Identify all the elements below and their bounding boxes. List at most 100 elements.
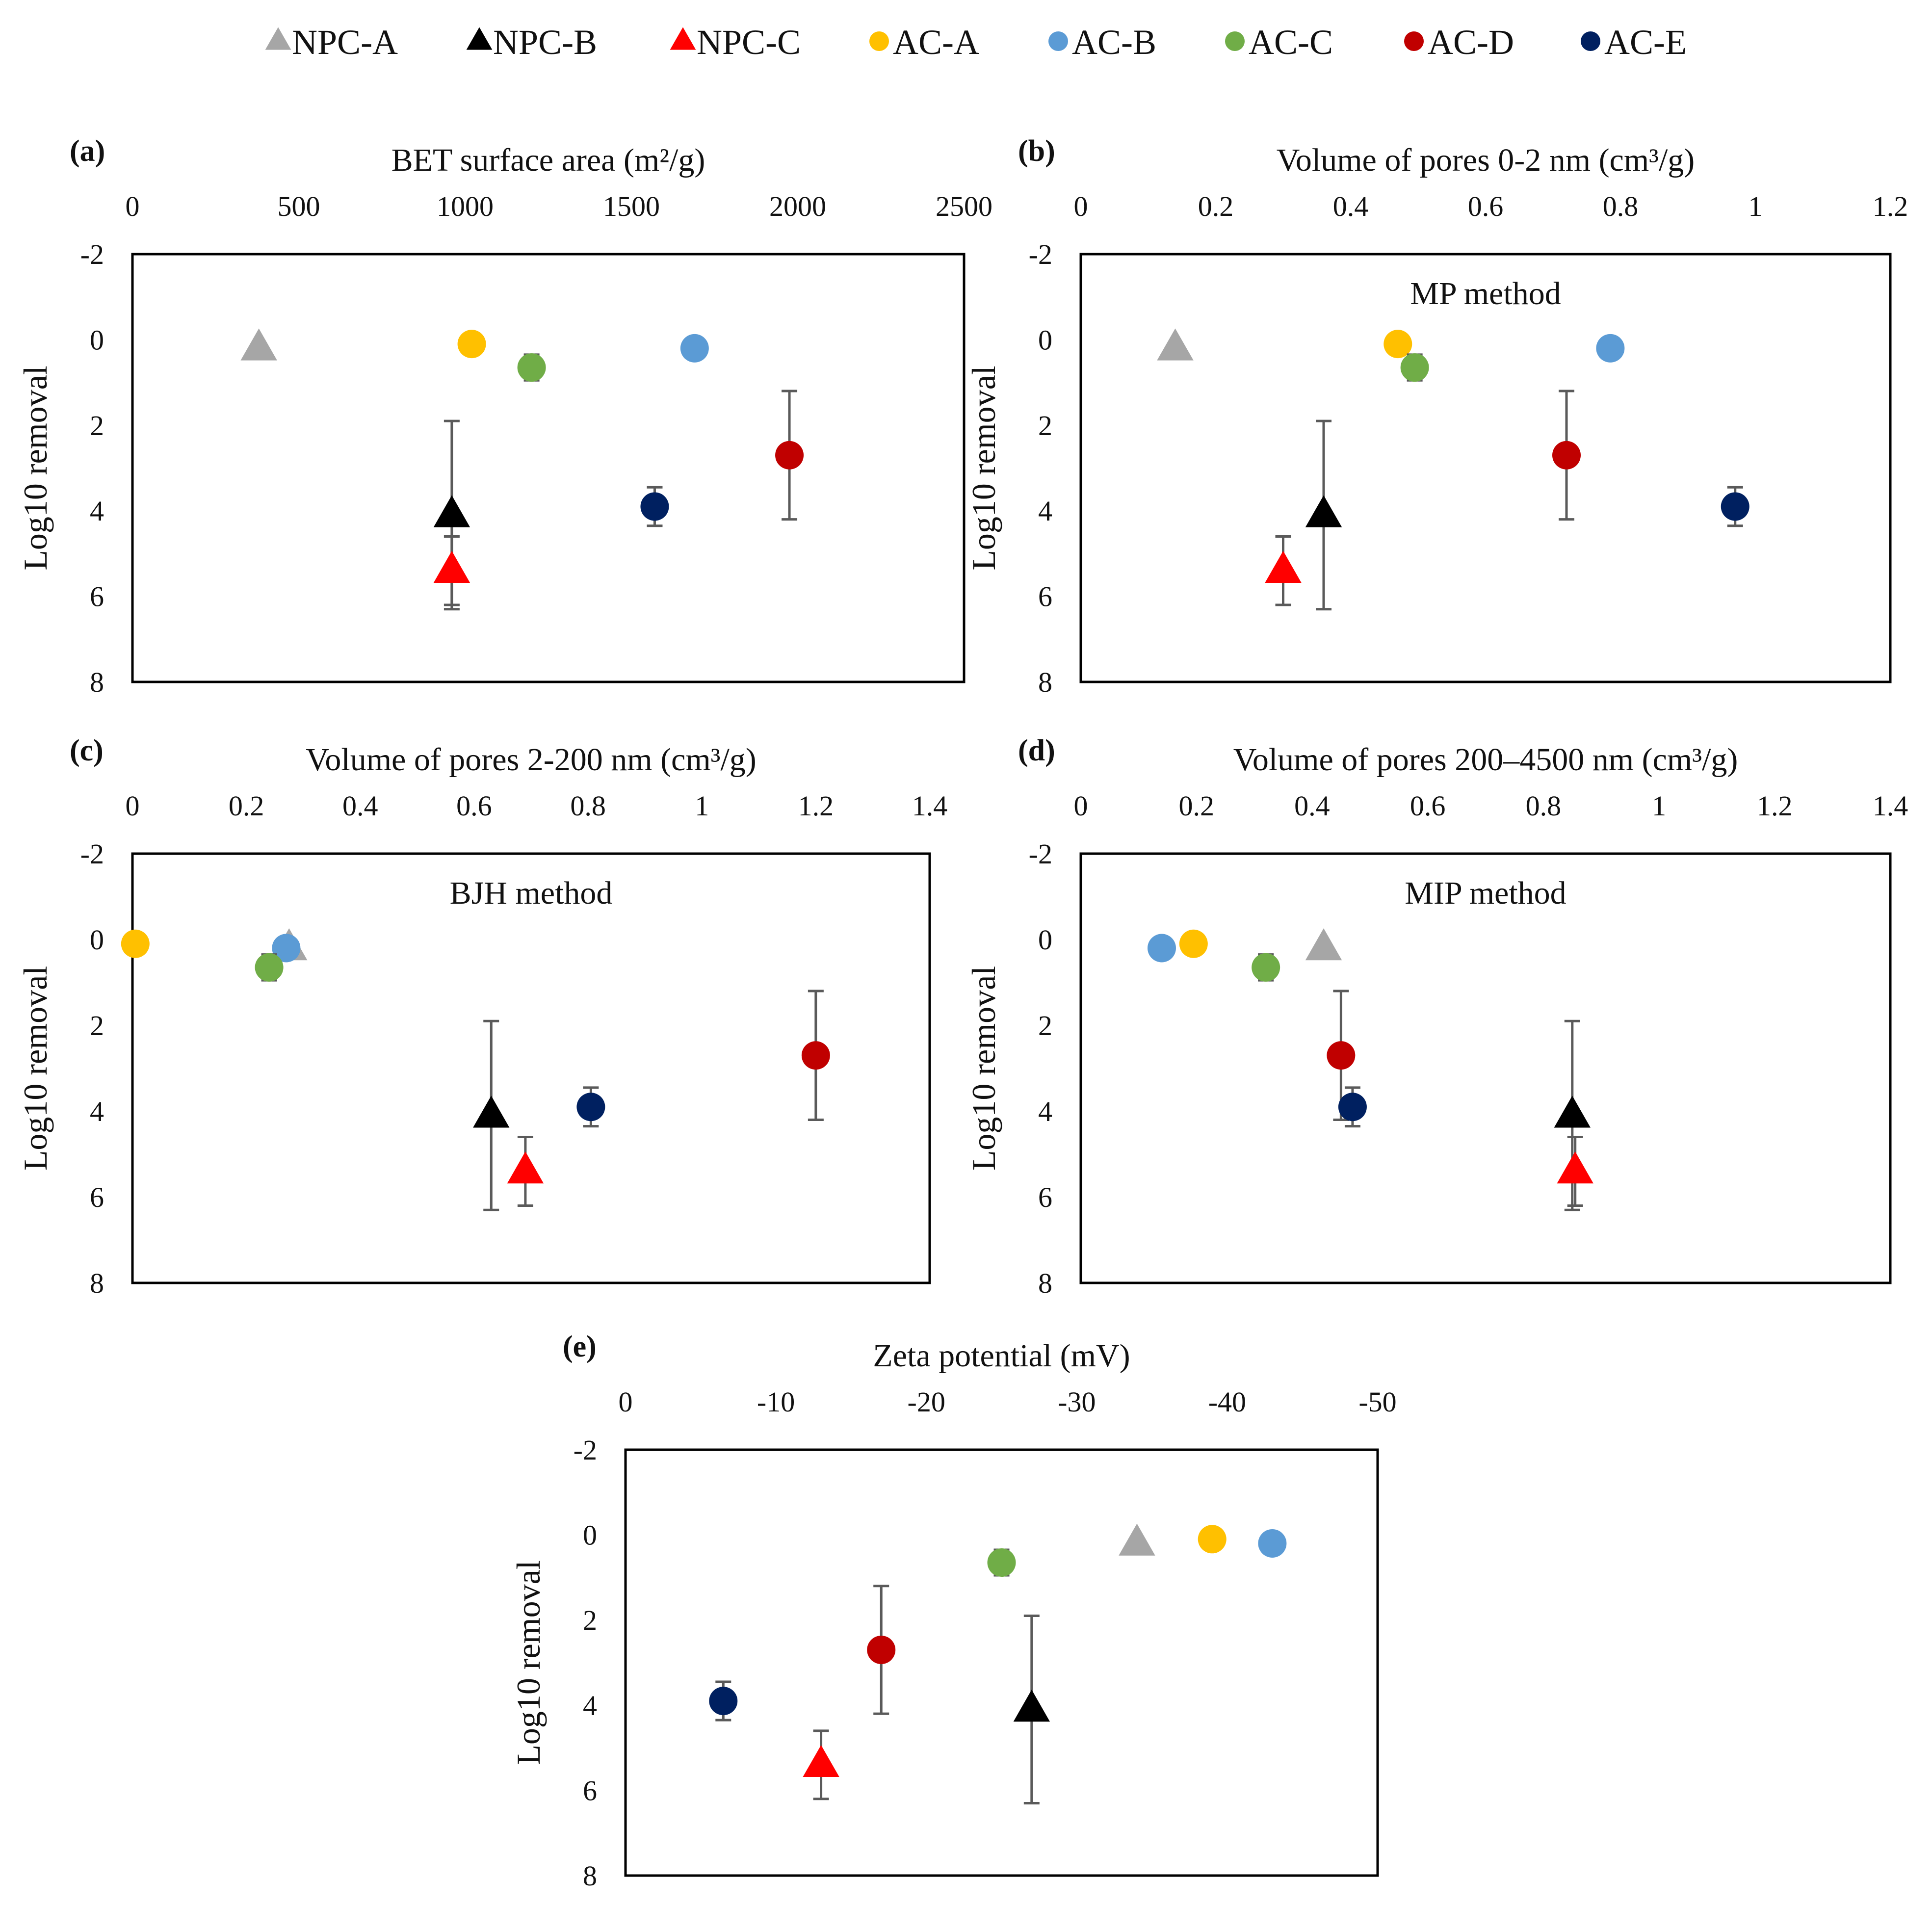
- y-tick-label: -2: [80, 838, 104, 870]
- y-tick-label: 2: [90, 1010, 104, 1042]
- plot-area-frame: [1079, 253, 1892, 683]
- y-tick-label: 8: [90, 1267, 104, 1299]
- y-tick-label: 8: [583, 1860, 597, 1892]
- data-point-ac-a: [121, 929, 150, 958]
- marker-npc-b: [473, 1096, 510, 1128]
- y-tick-label: 2: [90, 410, 104, 442]
- x-tick-label: 0.4: [1333, 190, 1369, 222]
- marker-ac-b: [1148, 934, 1176, 963]
- x-tick-label: 0.2: [1178, 790, 1214, 822]
- x-axis-title: Zeta potential (mV): [873, 1338, 1130, 1374]
- data-point-ac-c: [1252, 953, 1280, 982]
- y-tick-label: 4: [583, 1690, 597, 1722]
- panel-label: (e): [563, 1330, 597, 1363]
- plot-area-frame: [1079, 852, 1892, 1284]
- x-tick-label: 1: [1652, 790, 1666, 822]
- marker-npc-c: [803, 1745, 839, 1777]
- y-tick-label: 6: [90, 1181, 104, 1213]
- marker-npc-a: [1305, 928, 1342, 961]
- data-point-npc-b: [1305, 419, 1342, 611]
- marker-ac-c: [987, 1548, 1016, 1577]
- x-tick-label: 500: [278, 190, 320, 222]
- legend: NPC-A NPC-B NPC-C AC-A AC-B AC-C AC-D AC-E: [265, 23, 1687, 62]
- x-tick-label: 1.2: [1873, 190, 1908, 222]
- marker-ac-a: [1384, 330, 1412, 359]
- data-point-npc-c: [1557, 1136, 1593, 1207]
- legend-marker-circle-icon: [1048, 31, 1068, 51]
- marker-ac-d: [801, 1041, 830, 1070]
- x-tick-label: 0.8: [570, 790, 606, 822]
- x-tick-label: 0.6: [1410, 790, 1446, 822]
- y-tick-label: 0: [90, 924, 104, 956]
- data-point-ac-d: [1327, 990, 1356, 1121]
- y-tick-label: 0: [1038, 924, 1052, 956]
- y-tick-label: 2: [583, 1604, 597, 1636]
- marker-ac-b: [1258, 1529, 1287, 1558]
- y-axis-title: Log10 removal: [17, 966, 54, 1171]
- marker-npc-a: [1157, 328, 1194, 361]
- data-point-ac-b: [680, 334, 709, 363]
- plot-area-frame: [131, 253, 966, 683]
- data-point-npc-a: [1157, 328, 1194, 361]
- data-point-ac-b: [272, 934, 301, 963]
- x-tick-label: 0.4: [342, 790, 378, 822]
- x-axis-title: Volume of pores 0-2 nm (cm³/g): [1277, 142, 1695, 178]
- data-point-ac-e: [1338, 1086, 1367, 1128]
- legend-item-ac-d: AC-D: [1404, 23, 1514, 62]
- legend-item-npc-a: NPC-A: [265, 23, 398, 62]
- legend-label: AC-C: [1249, 23, 1333, 62]
- y-tick-label: 2: [1038, 1010, 1052, 1042]
- panel-label: (b): [1018, 134, 1055, 168]
- y-tick-label: 6: [583, 1775, 597, 1806]
- y-tick-label: 4: [1038, 1096, 1052, 1127]
- x-tick-label: 1.2: [798, 790, 834, 822]
- y-tick-label: -2: [1029, 838, 1052, 870]
- y-axis-title: Log10 removal: [965, 365, 1002, 570]
- x-tick-label: 0: [1074, 790, 1088, 822]
- marker-ac-e: [640, 492, 669, 521]
- marker-npc-b: [433, 495, 470, 527]
- y-tick-label: 6: [90, 581, 104, 613]
- marker-ac-b: [1596, 334, 1625, 363]
- marker-ac-c: [1252, 953, 1280, 982]
- legend-marker-circle-icon: [869, 31, 889, 51]
- data-point-ac-d: [867, 1585, 896, 1715]
- x-tick-label: 0.2: [229, 790, 264, 822]
- legend-marker-circle-icon: [1404, 31, 1424, 51]
- x-axis-title: Volume of pores 200–4500 nm (cm³/g): [1233, 742, 1738, 778]
- y-tick-label: 6: [1038, 1181, 1052, 1213]
- legend-marker-triangle-icon: [265, 27, 291, 50]
- legend-marker-circle-icon: [1225, 31, 1245, 51]
- x-tick-label: 1.2: [1757, 790, 1793, 822]
- x-tick-label: 0: [1074, 190, 1088, 222]
- marker-ac-a: [1179, 929, 1208, 958]
- legend-label: NPC-C: [697, 23, 801, 62]
- marker-ac-b: [272, 934, 301, 963]
- chart-panel-b: 0 0.2 0.4 0.6 0.8 1 1.2 -2 0 2 4 6 8 Volume of pores …: [965, 134, 1908, 698]
- x-axis-title: BET surface area (m²/g): [392, 142, 705, 178]
- x-tick-label: -50: [1358, 1386, 1396, 1418]
- legend-label: AC-D: [1428, 23, 1514, 62]
- data-point-npc-c: [1265, 535, 1302, 606]
- x-tick-label: -30: [1058, 1386, 1096, 1418]
- plot-area-frame: [624, 1448, 1379, 1877]
- data-point-ac-c: [517, 353, 546, 382]
- x-tick-label: 2000: [769, 190, 826, 222]
- x-tick-label: 2500: [936, 190, 992, 222]
- y-tick-label: -2: [1029, 238, 1052, 270]
- data-point-ac-e: [1721, 486, 1749, 527]
- x-tick-label: 0.6: [456, 790, 492, 822]
- panel-label: (a): [70, 134, 105, 168]
- marker-npc-c: [433, 550, 470, 583]
- x-tick-label: 0.4: [1294, 790, 1330, 822]
- legend-item-ac-b: AC-B: [1048, 23, 1156, 62]
- data-point-npc-c: [507, 1136, 544, 1207]
- y-tick-label: 6: [1038, 581, 1052, 613]
- y-tick-label: -2: [574, 1434, 597, 1466]
- data-point-npc-b: [1013, 1615, 1050, 1804]
- data-point-ac-a: [1198, 1525, 1227, 1554]
- method-label: BJH method: [450, 875, 613, 911]
- x-tick-label: 0: [126, 190, 140, 222]
- marker-ac-c: [517, 353, 546, 382]
